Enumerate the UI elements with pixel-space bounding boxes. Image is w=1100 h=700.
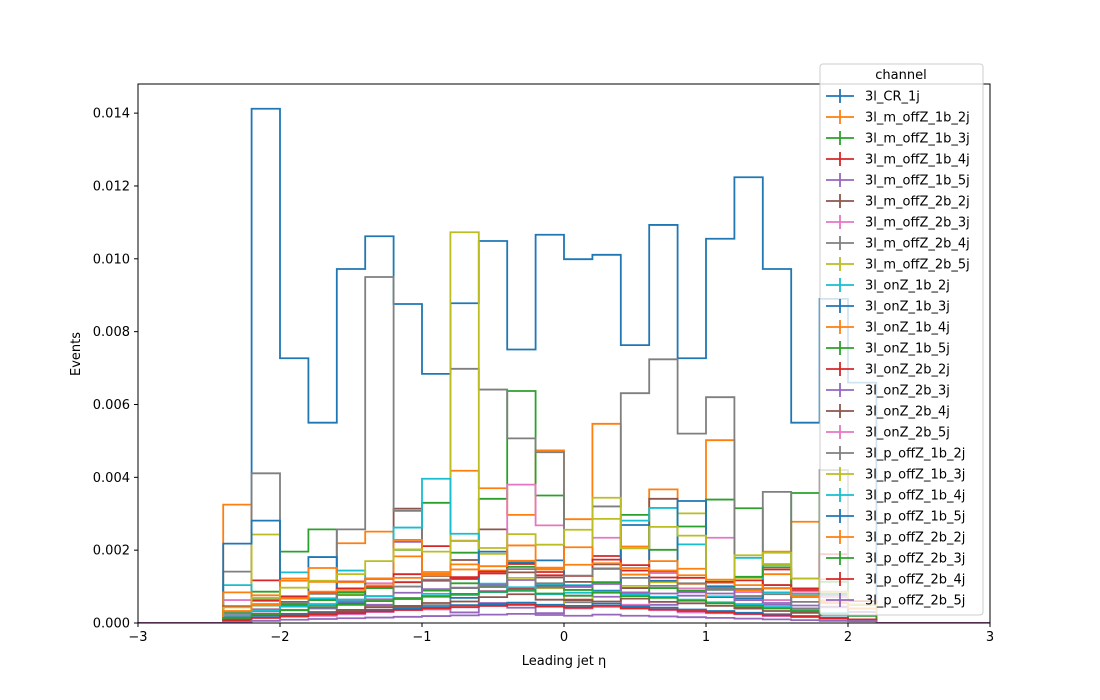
legend-item: 3l_onZ_1b_2j [826, 278, 950, 294]
legend-item: 3l_p_offZ_2b_2j [826, 530, 965, 546]
y-axis: 0.000 0.002 0.004 0.006 0.008 0.010 0.012 0.014 [93, 107, 138, 632]
legend-label: 3l_p_offZ_1b_3j [865, 468, 965, 483]
x-tick-label: −2 [270, 630, 289, 645]
legend-item: 3l_p_offZ_1b_5j [826, 509, 965, 525]
legend-label: 3l_onZ_1b_3j [865, 300, 950, 315]
y-tick-label: 0.002 [93, 544, 130, 559]
y-tick-label: 0.008 [93, 325, 130, 340]
legend-label: 3l_onZ_2b_2j [865, 363, 950, 378]
legend-item: 3l_p_offZ_1b_4j [826, 488, 965, 504]
series-line-3l_p_offZ_2b_5j [138, 613, 990, 623]
legend-label: 3l_p_offZ_2b_2j [865, 531, 965, 546]
legend-item: 3l_m_offZ_1b_4j [826, 152, 970, 168]
legend-item: 3l_p_offZ_1b_3j [826, 467, 965, 483]
y-tick-label: 0.014 [93, 107, 130, 122]
y-axis-label: Events [69, 332, 84, 376]
x-tick-label: 1 [702, 630, 710, 645]
legend-label: 3l_m_offZ_2b_3j [865, 216, 970, 231]
y-tick-label: 0.012 [93, 179, 130, 194]
legend-label: 3l_p_offZ_2b_5j [865, 594, 965, 609]
x-tick-label: 0 [560, 630, 568, 645]
y-tick-label: 0.006 [93, 398, 130, 413]
legend-label: 3l_p_offZ_2b_3j [865, 552, 965, 567]
legend-item: 3l_m_offZ_2b_5j [826, 257, 970, 273]
legend-item: 3l_m_offZ_1b_5j [826, 173, 970, 189]
x-axis-label: Leading jet η [522, 654, 607, 669]
series-line-3l_p_offZ_2b_4j [138, 603, 990, 623]
legend-item: 3l_p_offZ_2b_4j [826, 572, 965, 588]
legend-item: 3l_p_offZ_2b_5j [826, 593, 965, 609]
legend-label: 3l_p_offZ_1b_5j [865, 510, 965, 525]
legend-label: 3l_m_offZ_1b_5j [865, 174, 970, 189]
legend-title: channel [875, 68, 926, 83]
legend-label: 3l_m_offZ_1b_3j [865, 132, 970, 147]
legend-label: 3l_onZ_2b_4j [865, 405, 950, 420]
legend-label: 3l_onZ_2b_5j [865, 426, 950, 441]
legend-item: 3l_onZ_1b_5j [826, 341, 950, 357]
legend-label: 3l_m_offZ_2b_2j [865, 195, 970, 210]
legend-item: 3l_onZ_1b_4j [826, 320, 950, 336]
x-tick-label: 2 [844, 630, 852, 645]
x-tick-label: −1 [412, 630, 431, 645]
legend-label: 3l_p_offZ_2b_4j [865, 573, 965, 588]
y-tick-label: 0.004 [93, 471, 130, 486]
legend-item: 3l_onZ_2b_3j [826, 383, 950, 399]
legend-item: 3l_p_offZ_1b_2j [826, 446, 965, 462]
legend-item: 3l_CR_1j [826, 89, 920, 105]
legend-label: 3l_p_offZ_1b_2j [865, 447, 965, 462]
x-tick-label: −3 [128, 630, 147, 645]
legend-item: 3l_onZ_2b_2j [826, 362, 950, 378]
legend-label: 3l_onZ_1b_2j [865, 279, 950, 294]
legend-item: 3l_p_offZ_2b_3j [826, 551, 965, 567]
legend-label: 3l_m_offZ_1b_4j [865, 153, 970, 168]
legend-item: 3l_m_offZ_2b_4j [826, 236, 970, 252]
legend-label: 3l_onZ_1b_5j [865, 342, 950, 357]
legend-label: 3l_onZ_1b_4j [865, 321, 950, 336]
legend-label: 3l_m_offZ_2b_5j [865, 258, 970, 273]
legend-box [819, 63, 984, 616]
legend: channel 3l_CR_1j 3l_m_offZ_1b_2j 3l_m_offZ… [819, 63, 984, 616]
x-axis: −3 −2 −1 0 1 2 3 [128, 623, 994, 645]
legend-item: 3l_m_offZ_1b_2j [826, 110, 970, 126]
legend-label: 3l_CR_1j [865, 90, 920, 105]
legend-label: 3l_onZ_2b_3j [865, 384, 950, 399]
y-tick-label: 0.010 [93, 252, 130, 267]
legend-item: 3l_m_offZ_1b_3j [826, 131, 970, 147]
legend-label: 3l_m_offZ_2b_4j [865, 237, 970, 252]
legend-item: 3l_m_offZ_2b_2j [826, 194, 970, 210]
legend-label: 3l_p_offZ_1b_4j [865, 489, 965, 504]
legend-item: 3l_onZ_2b_5j [826, 425, 950, 441]
x-tick-label: 3 [986, 630, 994, 645]
legend-item: 3l_onZ_1b_3j [826, 299, 950, 315]
y-tick-label: 0.000 [93, 617, 130, 632]
legend-label: 3l_m_offZ_1b_2j [865, 111, 970, 126]
legend-item: 3l_onZ_2b_4j [826, 404, 950, 420]
legend-item: 3l_m_offZ_2b_3j [826, 215, 970, 231]
